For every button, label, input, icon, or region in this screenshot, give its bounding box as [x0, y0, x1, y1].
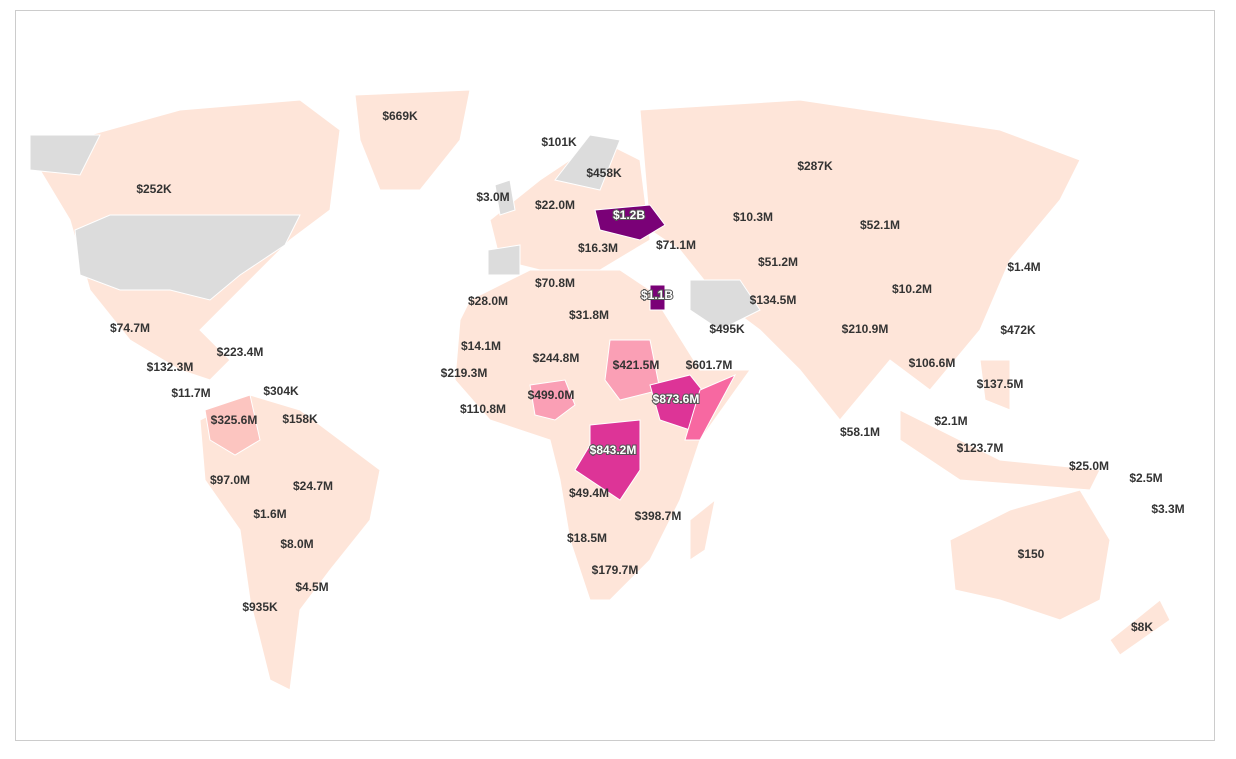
value-label: $8K: [1131, 620, 1153, 634]
value-label: $18.5M: [567, 531, 607, 545]
value-label: $4.5M: [295, 580, 328, 594]
value-label: $3.0M: [476, 190, 509, 204]
value-label: $873.6M: [653, 392, 700, 406]
value-label: $1.6M: [253, 507, 286, 521]
value-label: $2.1M: [934, 414, 967, 428]
value-label: $458K: [586, 166, 622, 180]
value-label: $70.8M: [535, 276, 575, 290]
value-label: $223.4M: [217, 345, 264, 359]
value-label: $28.0M: [468, 294, 508, 308]
value-label: $58.1M: [840, 425, 880, 439]
value-label: $935K: [242, 600, 278, 614]
value-label: $601.7M: [686, 358, 733, 372]
greenland: [354, 89, 471, 191]
value-label: $137.5M: [977, 377, 1024, 391]
value-label: $472K: [1000, 323, 1036, 337]
value-label: $210.9M: [842, 322, 889, 336]
value-label: $158K: [282, 412, 318, 426]
sudan: [604, 339, 661, 401]
australia: [949, 489, 1111, 621]
value-label: $106.6M: [909, 356, 956, 370]
value-label: $1.4M: [1007, 260, 1040, 274]
value-label: $52.1M: [860, 218, 900, 232]
value-label: $1.1B: [641, 288, 673, 302]
value-label: $74.7M: [110, 321, 150, 335]
alaska: [29, 134, 101, 176]
value-label: $1.2B: [613, 208, 645, 222]
value-label: $14.1M: [461, 339, 501, 353]
colombia: [204, 394, 261, 456]
value-label: $123.7M: [957, 441, 1004, 455]
value-label: $24.7M: [293, 479, 333, 493]
new-zealand: [1109, 599, 1171, 656]
asia: [639, 99, 1081, 421]
value-label: $10.2M: [892, 282, 932, 296]
value-label: $287K: [797, 159, 833, 173]
value-label: $11.7M: [171, 386, 210, 400]
middle-east: [689, 279, 761, 331]
indonesia: [899, 409, 1101, 491]
value-label: $22.0M: [535, 198, 575, 212]
countries: [29, 89, 1171, 691]
madagascar: [689, 498, 716, 561]
value-label: $398.7M: [635, 509, 682, 523]
value-label: $495K: [709, 322, 745, 336]
value-label: $8.0M: [280, 537, 313, 551]
value-label: $134.5M: [750, 293, 797, 307]
value-label: $219.3M: [441, 366, 488, 380]
value-label: $25.0M: [1069, 459, 1109, 473]
value-label: $3.3M: [1151, 502, 1184, 516]
value-label: $325.6M: [211, 413, 258, 427]
value-label: $150: [1018, 547, 1045, 561]
value-label: $669K: [382, 109, 418, 123]
value-label: $244.8M: [533, 351, 580, 365]
value-label: $179.7M: [592, 563, 639, 577]
value-label: $843.2M: [590, 443, 637, 457]
value-label: $10.3M: [733, 210, 773, 224]
nigeria: [529, 379, 576, 421]
value-label: $71.1M: [656, 238, 696, 252]
usa: [74, 214, 301, 301]
value-label: $16.3M: [578, 241, 618, 255]
value-labels: $669K $101K $252K $458K $287K $3.0M $22.0M $1.2…: [110, 109, 1185, 634]
ukraine: [594, 204, 666, 241]
value-label: $304K: [263, 384, 299, 398]
value-label: $252K: [136, 182, 172, 196]
value-label: $31.8M: [569, 308, 609, 322]
iberia: [487, 244, 521, 276]
value-label: $49.4M: [569, 486, 609, 500]
scandinavia: [554, 134, 621, 191]
philippines: [979, 359, 1011, 411]
value-label: $132.3M: [147, 360, 194, 374]
value-label: $101K: [541, 135, 577, 149]
value-label: $97.0M: [210, 473, 250, 487]
value-label: $2.5M: [1129, 471, 1162, 485]
south-america: [199, 394, 381, 691]
somalia: [684, 373, 737, 441]
value-label: $421.5M: [613, 358, 660, 372]
uk: [494, 179, 516, 216]
dr-congo: [574, 419, 641, 501]
value-label: $499.0M: [528, 388, 575, 402]
value-label: $110.8M: [460, 402, 506, 416]
value-label: $51.2M: [758, 255, 798, 269]
syria-israel: [649, 284, 666, 311]
